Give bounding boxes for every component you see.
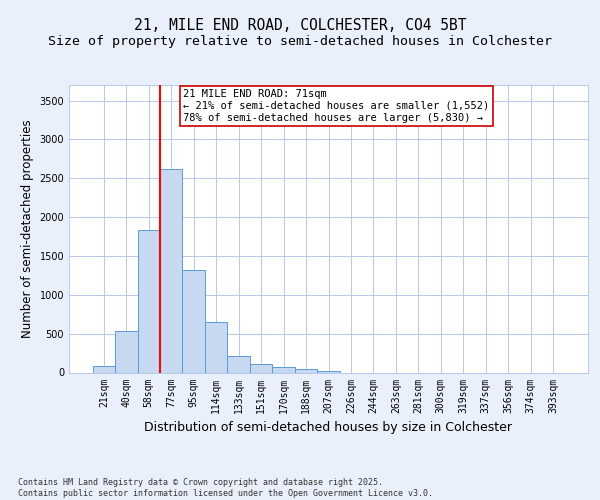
Bar	[182, 270, 205, 372]
Text: Contains HM Land Registry data © Crown copyright and database right 2025.
Contai: Contains HM Land Registry data © Crown c…	[18, 478, 433, 498]
Bar	[227, 356, 250, 372]
Bar	[137, 230, 160, 372]
Bar	[250, 364, 272, 372]
Text: 21 MILE END ROAD: 71sqm
← 21% of semi-detached houses are smaller (1,552)
78% of: 21 MILE END ROAD: 71sqm ← 21% of semi-de…	[183, 90, 490, 122]
Bar	[115, 332, 137, 372]
Text: 21, MILE END ROAD, COLCHESTER, CO4 5BT: 21, MILE END ROAD, COLCHESTER, CO4 5BT	[134, 18, 466, 32]
X-axis label: Distribution of semi-detached houses by size in Colchester: Distribution of semi-detached houses by …	[145, 421, 512, 434]
Bar	[205, 322, 227, 372]
Bar	[317, 371, 340, 372]
Y-axis label: Number of semi-detached properties: Number of semi-detached properties	[21, 120, 34, 338]
Bar	[295, 369, 317, 372]
Bar	[92, 366, 115, 372]
Bar	[160, 169, 182, 372]
Text: Size of property relative to semi-detached houses in Colchester: Size of property relative to semi-detach…	[48, 35, 552, 48]
Bar	[272, 367, 295, 372]
